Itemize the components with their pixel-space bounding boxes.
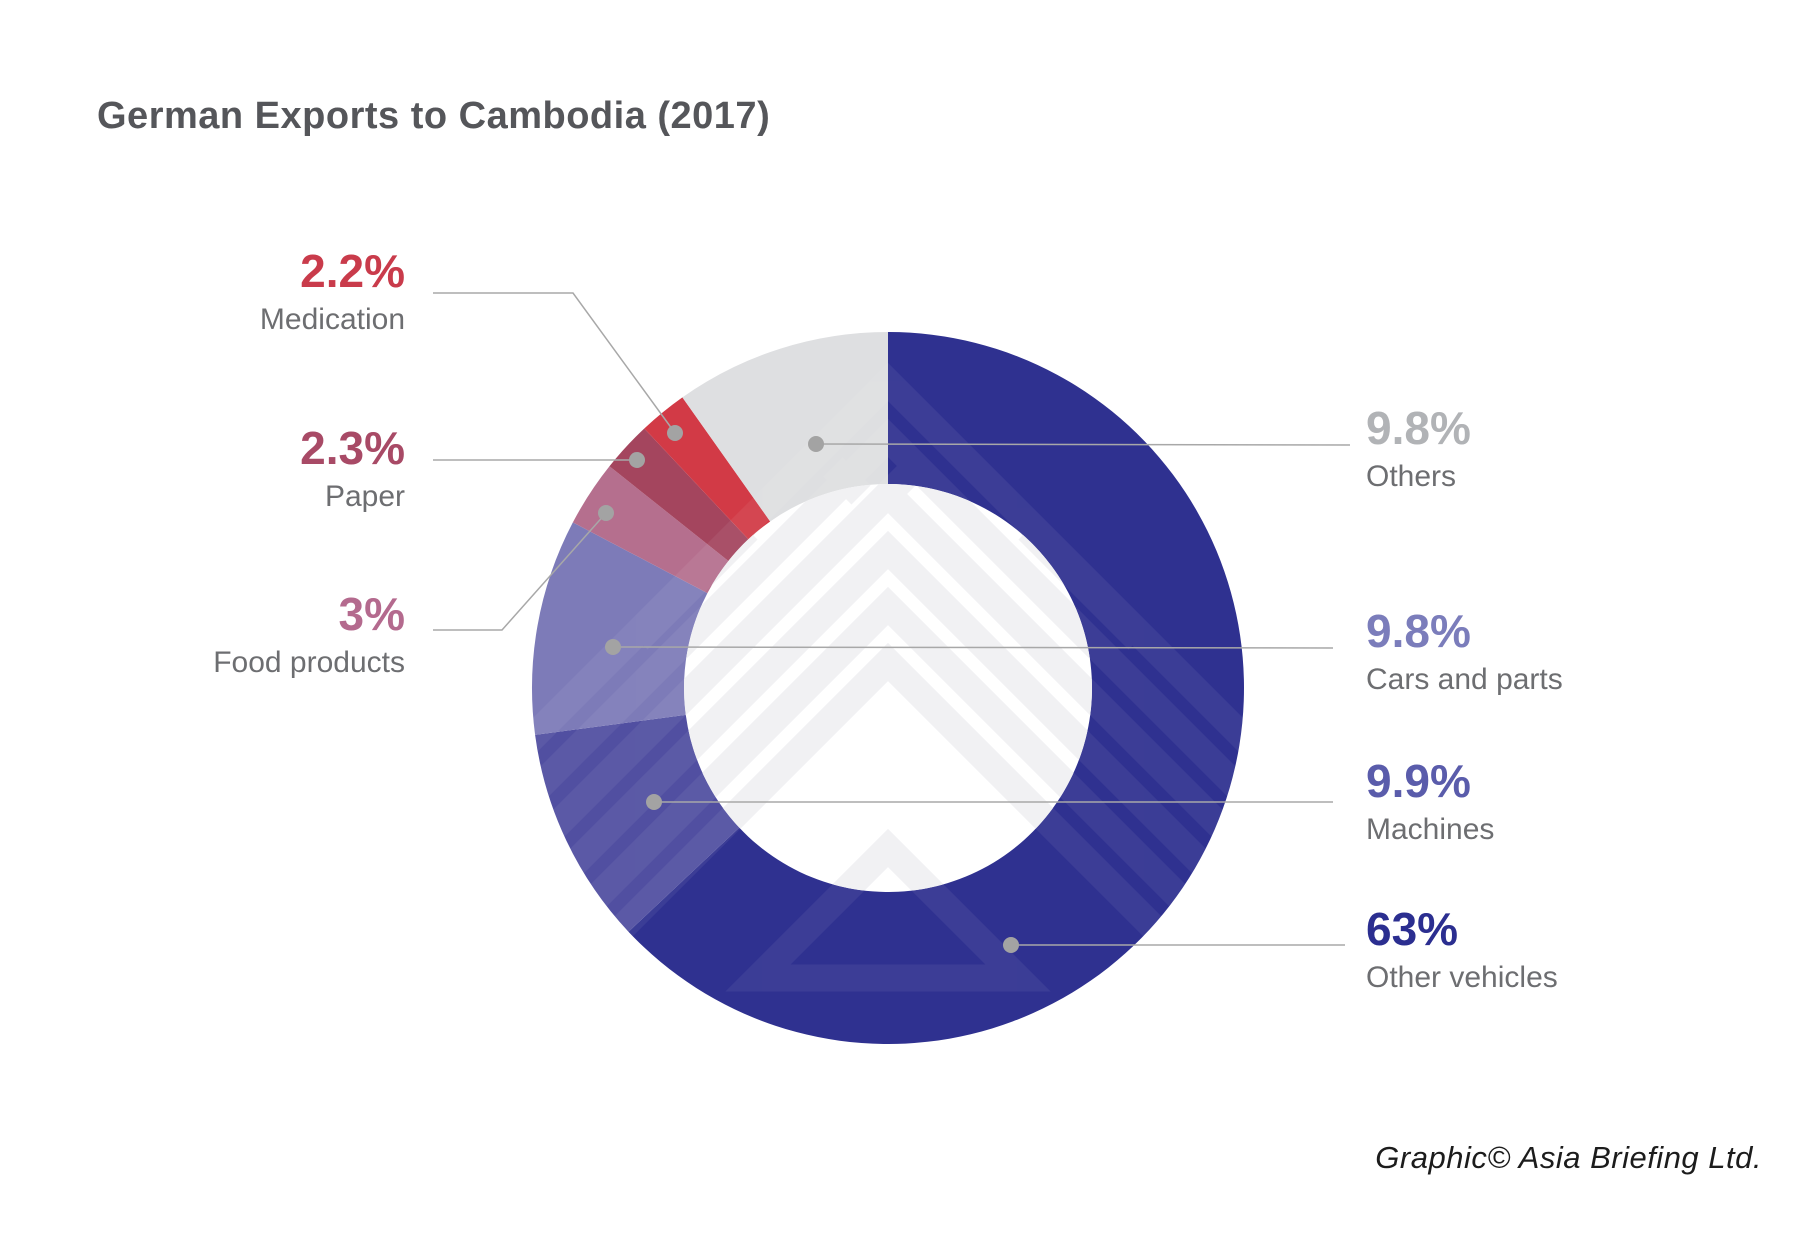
- label-medication-value: 2.2%: [300, 245, 405, 297]
- leader-line-food-products: [433, 512, 607, 631]
- leader-dot-machines: [646, 794, 662, 810]
- label-paper-name: Paper: [324, 480, 405, 513]
- label-others-value: 9.8%: [1366, 402, 1471, 454]
- leader-dot-cars-and-parts: [605, 639, 621, 655]
- label-machines: 9.9% Machines: [1366, 758, 1726, 848]
- leader-dot-other-vehicles: [1003, 937, 1019, 953]
- label-other-vehicles-value: 63%: [1366, 903, 1459, 955]
- label-others: 9.8% Others: [1366, 405, 1726, 495]
- label-cars-and-parts-value: 9.8%: [1366, 605, 1471, 657]
- label-other-vehicles: 63% Other vehicles: [1366, 906, 1726, 996]
- leader-dot-others: [808, 436, 824, 452]
- leader-line-cars-and-parts: [612, 646, 1334, 649]
- page-title: German Exports to Cambodia (2017): [97, 95, 771, 137]
- label-medication: 2.2% Medication: [85, 248, 405, 338]
- label-others-name: Others: [1366, 460, 1457, 493]
- label-paper: 2.3% Paper: [85, 425, 405, 515]
- donut-slice-machines: [535, 714, 740, 932]
- label-cars-and-parts: 9.8% Cars and parts: [1366, 608, 1726, 698]
- label-medication-name: Medication: [259, 303, 405, 336]
- label-cars-and-parts-name: Cars and parts: [1366, 663, 1563, 696]
- leader-line-others: [815, 443, 1351, 446]
- leader-dot-paper: [629, 452, 645, 468]
- leader-dot-medication: [667, 425, 683, 441]
- label-other-vehicles-name: Other vehicles: [1366, 961, 1558, 994]
- label-food-products: 3% Food products: [85, 591, 405, 681]
- label-machines-value: 9.9%: [1366, 755, 1471, 807]
- label-machines-name: Machines: [1366, 813, 1495, 846]
- label-food-products-name: Food products: [213, 646, 405, 679]
- label-food-products-value: 3%: [338, 588, 405, 640]
- label-paper-value: 2.3%: [300, 422, 405, 474]
- leader-dot-food-products: [598, 505, 614, 521]
- credit-text: Graphic© Asia Briefing Ltd.: [1375, 1140, 1762, 1175]
- leader-lines: [433, 292, 1351, 953]
- leader-line-medication: [433, 292, 676, 434]
